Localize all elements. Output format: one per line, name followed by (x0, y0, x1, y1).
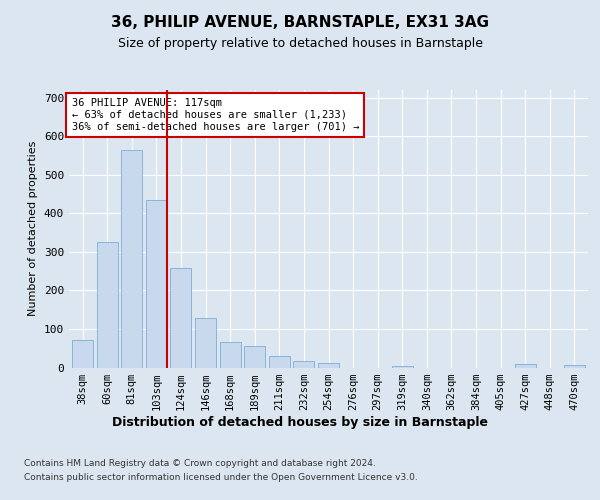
Bar (146, 200, 167, 368)
Bar (515, 364, 536, 368)
Bar (72, 340, 93, 367)
Bar (269, 356, 290, 368)
Bar (220, 342, 241, 367)
Y-axis label: Number of detached properties: Number of detached properties (28, 141, 38, 316)
Bar (318, 363, 339, 368)
Text: Contains HM Land Registry data © Crown copyright and database right 2024.: Contains HM Land Registry data © Crown c… (24, 460, 376, 468)
Bar (195, 318, 216, 368)
Bar (121, 150, 142, 368)
Bar (392, 366, 413, 368)
Text: 36, PHILIP AVENUE, BARNSTAPLE, EX31 3AG: 36, PHILIP AVENUE, BARNSTAPLE, EX31 3AG (111, 15, 489, 30)
Bar (97, 242, 118, 368)
Text: 36 PHILIP AVENUE: 117sqm
← 63% of detached houses are smaller (1,233)
36% of sem: 36 PHILIP AVENUE: 117sqm ← 63% of detach… (71, 98, 359, 132)
Text: Contains public sector information licensed under the Open Government Licence v3: Contains public sector information licen… (24, 473, 418, 482)
Bar (564, 365, 585, 368)
Text: Distribution of detached houses by size in Barnstaple: Distribution of detached houses by size … (112, 416, 488, 429)
Bar (244, 346, 265, 368)
Bar (293, 360, 314, 368)
Bar (170, 268, 191, 368)
Text: Size of property relative to detached houses in Barnstaple: Size of property relative to detached ho… (118, 38, 482, 51)
